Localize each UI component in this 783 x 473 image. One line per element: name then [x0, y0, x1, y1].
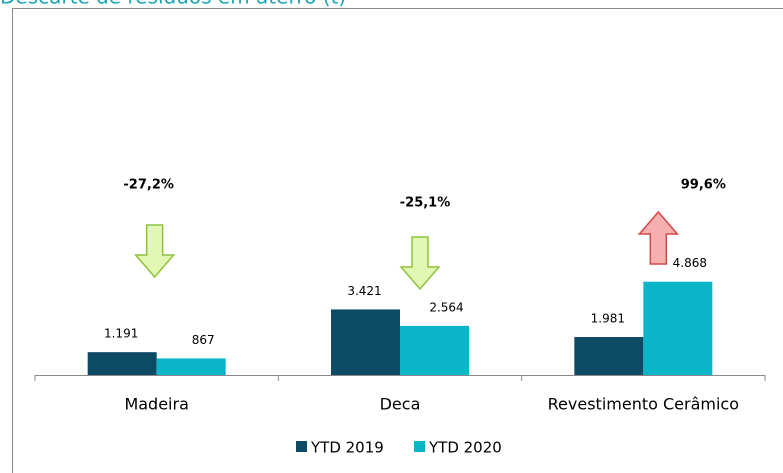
x-tick-label: Revestimento Cerâmico	[548, 395, 739, 414]
legend-swatch	[414, 441, 425, 452]
x-tick-label: Deca	[380, 395, 421, 414]
legend-swatch	[296, 441, 307, 452]
data-label: 3.421	[347, 284, 381, 298]
annotation: -25,1%	[400, 196, 451, 211]
arrow-up	[637, 210, 679, 265]
data-label: 4.868	[673, 256, 707, 270]
data-label: 1.191	[104, 327, 138, 341]
chart-title: Descarte de resíduos em aterro (t)	[0, 0, 346, 9]
legend-label: YTD 2019	[310, 439, 384, 457]
data-label: 1.981	[591, 312, 625, 326]
bar	[87, 352, 157, 375]
legend-label: YTD 2020	[428, 439, 502, 457]
x-tick-label: Madeira	[124, 395, 188, 414]
bar	[331, 309, 400, 375]
data-label: 2.564	[429, 300, 463, 314]
annotation: -27,2%	[123, 178, 174, 193]
bar	[156, 358, 226, 375]
bar	[400, 325, 469, 375]
data-label: 867	[192, 333, 215, 347]
arrow-down	[134, 224, 176, 279]
bar	[574, 337, 644, 375]
arrow-down	[399, 236, 441, 291]
bar	[643, 281, 713, 375]
annotation: 99,6%	[681, 178, 726, 193]
